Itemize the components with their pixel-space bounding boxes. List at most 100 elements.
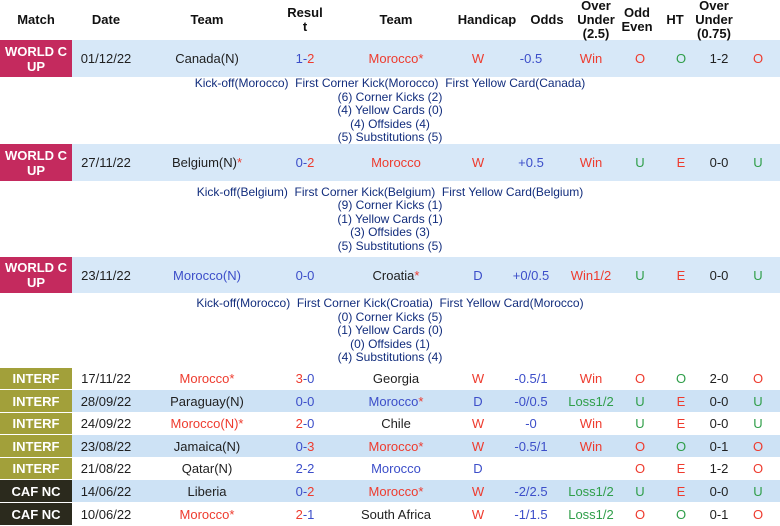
ht-value: 1-2 bbox=[709, 461, 729, 476]
handicap-cell: -1/1.5 bbox=[500, 503, 562, 525]
over-under-25-value: O bbox=[634, 461, 646, 476]
away-team-name[interactable]: Morocco bbox=[371, 461, 421, 476]
away-score: 2 bbox=[307, 155, 315, 170]
home-team-name[interactable]: Morocco bbox=[179, 506, 230, 522]
over-under-075-value: U bbox=[753, 155, 763, 170]
score-separator: - bbox=[302, 416, 308, 431]
odds-cell: Loss1/2 bbox=[562, 390, 620, 412]
odd-even-value: O bbox=[675, 506, 687, 522]
match-row[interactable]: INTERF 24/09/22 Morocco(N) * 2-0 Chile W -0 Win U… bbox=[0, 413, 780, 435]
detail-line: (5) Substitutions (5) bbox=[337, 130, 443, 145]
odds-cell: Win bbox=[562, 368, 620, 389]
over-under-25-cell: O bbox=[620, 435, 660, 457]
competition-cell: INTERF bbox=[0, 390, 72, 412]
home-score: 0 bbox=[295, 267, 303, 283]
home-team-star-icon: * bbox=[229, 506, 235, 522]
competition-badge: INTERF bbox=[0, 368, 72, 389]
home-team-cell: Belgium(N) * bbox=[140, 144, 274, 181]
odds-value: Win bbox=[579, 371, 603, 386]
over-under-25-value: O bbox=[634, 438, 646, 454]
over-under-075-cell: U bbox=[736, 480, 780, 502]
home-team-cell: Jamaica(N) bbox=[140, 435, 274, 457]
handicap-cell: -0 bbox=[500, 413, 562, 434]
score-separator: - bbox=[302, 393, 308, 409]
score-separator: - bbox=[302, 267, 308, 283]
home-score: 0 bbox=[295, 155, 303, 170]
match-row[interactable]: INTERF 21/08/22 Qatar(N) 2-2 Morocco D O E 1-2 O bbox=[0, 458, 780, 480]
competition-cell: WORLD CUP bbox=[0, 257, 72, 293]
away-team-name[interactable]: Croatia bbox=[372, 267, 415, 283]
match-row[interactable]: WORLD CUP 27/11/22 Belgium(N) * 0-2 Morocco W +… bbox=[0, 144, 780, 182]
header-odds: Odds bbox=[530, 11, 564, 27]
match-row[interactable]: WORLD CUP 01/12/22 Canada(N) 1-2 Morocco * W -0… bbox=[0, 40, 780, 78]
ht-cell: 0-0 bbox=[702, 390, 736, 412]
wdl-cell: W bbox=[456, 413, 500, 434]
home-team-name[interactable]: Jamaica(N) bbox=[173, 438, 241, 454]
away-team-name[interactable]: Morocco bbox=[368, 393, 419, 409]
home-team-name[interactable]: Liberia bbox=[187, 483, 227, 499]
away-team-name[interactable]: Morocco bbox=[368, 51, 419, 66]
ht-cell: 1-2 bbox=[702, 458, 736, 479]
result-cell: 2-0 bbox=[274, 413, 336, 434]
home-team-name[interactable]: Paraguay(N) bbox=[170, 393, 244, 409]
wdl-cell: W bbox=[456, 40, 500, 77]
over-under-075-value: U bbox=[753, 416, 763, 431]
header-match: Match bbox=[17, 11, 55, 27]
over-under-075-value: O bbox=[752, 438, 764, 454]
date-cell: 24/09/22 bbox=[72, 413, 140, 434]
home-team-name[interactable]: Canada(N) bbox=[175, 51, 239, 66]
over-under-075-cell: U bbox=[736, 144, 780, 181]
away-team-name[interactable]: Morocco bbox=[371, 155, 421, 170]
over-under-25-cell: U bbox=[620, 257, 660, 293]
result-cell: 3-0 bbox=[274, 368, 336, 389]
date-cell: 23/11/22 bbox=[72, 257, 140, 293]
away-team-name[interactable]: Chile bbox=[381, 416, 411, 431]
over-under-25-cell: U bbox=[620, 413, 660, 434]
wdl-value: W bbox=[471, 371, 485, 386]
home-team-name[interactable]: Belgium(N) bbox=[171, 155, 237, 170]
wdl-cell: D bbox=[456, 390, 500, 412]
handicap-value: -0.5/1 bbox=[514, 371, 548, 386]
match-row[interactable]: CAF NC 10/06/22 Morocco * 2-1 South Africa W -1… bbox=[0, 503, 780, 526]
wdl-cell: W bbox=[456, 480, 500, 502]
ht-cell: 2-0 bbox=[702, 368, 736, 389]
over-under-25-value: U bbox=[635, 483, 645, 499]
away-team-cell: Morocco * bbox=[336, 40, 456, 77]
match-row[interactable]: INTERF 17/11/22 Morocco * 3-0 Georgia W -0.5/1 W… bbox=[0, 368, 780, 390]
competition-badge: INTERF bbox=[0, 413, 72, 434]
match-date: 24/09/22 bbox=[80, 416, 132, 431]
ht-value: 2-0 bbox=[709, 371, 729, 386]
match-row[interactable]: WORLD CUP 23/11/22 Morocco(N) 0-0 Croatia * D +… bbox=[0, 257, 780, 294]
match-row[interactable]: INTERF 28/09/22 Paraguay(N) 0-0 Morocco * D -0/… bbox=[0, 390, 780, 413]
odd-even-value: E bbox=[676, 267, 686, 283]
home-team-name[interactable]: Morocco bbox=[179, 371, 230, 386]
away-team-name[interactable]: Georgia bbox=[372, 371, 420, 386]
handicap-value: -0.5/1 bbox=[514, 438, 548, 454]
home-team-name[interactable]: Morocco(N) bbox=[173, 267, 241, 283]
away-team-cell: Chile bbox=[336, 413, 456, 434]
home-team-cell: Morocco * bbox=[140, 503, 274, 525]
home-score: 1 bbox=[295, 51, 303, 66]
home-team-name[interactable]: Morocco(N) bbox=[170, 416, 239, 431]
odd-even-value: E bbox=[676, 461, 686, 476]
over-under-075-cell: O bbox=[736, 40, 780, 77]
home-team-name[interactable]: Qatar(N) bbox=[181, 461, 233, 476]
match-row[interactable]: CAF NC 14/06/22 Liberia 0-2 Morocco * W -2/2.5 L… bbox=[0, 480, 780, 503]
away-team-name[interactable]: Morocco bbox=[368, 438, 419, 454]
away-team-cell: Morocco * bbox=[336, 435, 456, 457]
away-score: 0 bbox=[307, 267, 315, 283]
odd-even-cell: O bbox=[660, 40, 702, 77]
away-team-cell: Morocco bbox=[336, 458, 456, 479]
away-team-name[interactable]: South Africa bbox=[360, 506, 432, 522]
match-date: 01/12/22 bbox=[80, 51, 132, 66]
detail-line: (6) Corner Kicks (2) bbox=[337, 89, 443, 104]
away-team-name[interactable]: Morocco bbox=[368, 483, 419, 499]
match-date: 10/06/22 bbox=[80, 506, 132, 522]
home-team-cell: Liberia bbox=[140, 480, 274, 502]
match-row[interactable]: INTERF 23/08/22 Jamaica(N) 0-3 Morocco * W -0.5… bbox=[0, 435, 780, 458]
away-score: 2 bbox=[307, 51, 315, 66]
away-team-cell: Georgia bbox=[336, 368, 456, 389]
odd-even-cell: E bbox=[660, 390, 702, 412]
ht-cell: 0-0 bbox=[702, 257, 736, 293]
odds-value: Loss1/2 bbox=[568, 506, 614, 522]
